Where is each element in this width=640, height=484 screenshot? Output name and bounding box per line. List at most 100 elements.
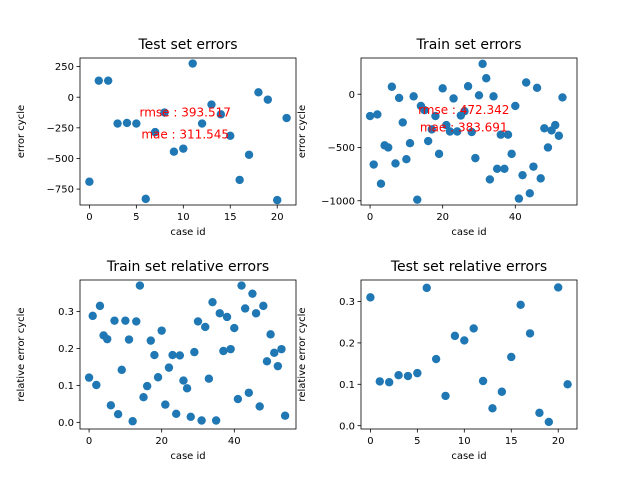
data-point bbox=[503, 130, 513, 139]
data-point bbox=[403, 371, 413, 381]
data-point bbox=[496, 130, 505, 139]
data-point bbox=[445, 127, 455, 136]
data-point bbox=[179, 144, 188, 153]
data-point bbox=[103, 76, 113, 85]
x-tick-label: 15 bbox=[505, 436, 518, 447]
y-tick-label: 0.3 bbox=[339, 297, 355, 308]
data-point bbox=[434, 149, 444, 159]
data-point bbox=[373, 110, 382, 119]
data-point bbox=[521, 78, 531, 87]
data-point bbox=[157, 326, 166, 335]
x-tick-label: 10 bbox=[458, 436, 471, 447]
data-point bbox=[514, 194, 524, 203]
axes-frame bbox=[79, 57, 297, 206]
x-tick-label: 20 bbox=[436, 212, 449, 223]
data-point bbox=[463, 82, 473, 91]
subplot-1: Test set errors 0 5 10 15 20 250 0 −250 −500 −750 c… bbox=[16, 37, 297, 238]
data-point bbox=[273, 195, 282, 205]
data-point bbox=[398, 118, 407, 127]
data-point bbox=[474, 91, 484, 100]
y-tick-label: 0.1 bbox=[58, 381, 74, 392]
data-point bbox=[259, 301, 268, 311]
x-tick-label: 20 bbox=[552, 436, 565, 447]
data-point bbox=[153, 373, 163, 382]
data-point bbox=[179, 376, 188, 385]
x-axis-label: case id bbox=[170, 227, 205, 238]
data-point bbox=[124, 335, 134, 344]
data-point bbox=[197, 416, 206, 425]
data-point bbox=[543, 143, 553, 152]
y-tick-label: −500 bbox=[47, 154, 74, 165]
data-point bbox=[186, 412, 195, 421]
data-point bbox=[375, 377, 384, 386]
data-point bbox=[420, 105, 429, 115]
subplot-3: Train set relative errors 0 20 40 0.0 0.1 0.2 0… bbox=[16, 259, 297, 462]
data-point bbox=[207, 100, 216, 109]
data-point bbox=[529, 162, 538, 171]
data-point bbox=[365, 111, 375, 121]
data-point bbox=[525, 329, 535, 338]
x-axis-label: case id bbox=[451, 227, 486, 238]
y-axis-label: error cycle bbox=[16, 105, 27, 158]
data-point bbox=[94, 76, 103, 85]
data-point bbox=[244, 388, 254, 397]
data-point bbox=[263, 95, 273, 104]
data-point bbox=[222, 312, 232, 322]
data-point bbox=[251, 309, 261, 318]
data-point bbox=[122, 118, 132, 128]
data-point bbox=[85, 177, 94, 186]
data-point bbox=[544, 417, 554, 427]
annotation-text: rmse : 472.342 bbox=[418, 103, 509, 117]
data-point bbox=[190, 347, 199, 357]
data-point bbox=[150, 350, 159, 360]
data-point bbox=[175, 351, 185, 360]
data-point bbox=[208, 297, 217, 307]
y-tick-label: 0 bbox=[349, 90, 355, 101]
x-tick-label: 5 bbox=[133, 212, 139, 223]
y-tick-label: 0.0 bbox=[58, 418, 74, 429]
data-point bbox=[255, 402, 264, 411]
data-point bbox=[554, 283, 563, 292]
data-point bbox=[384, 143, 393, 152]
y-tick-label: 0.2 bbox=[58, 344, 74, 355]
data-point bbox=[482, 74, 491, 83]
data-point bbox=[469, 324, 478, 333]
axes-frame bbox=[79, 279, 297, 430]
data-point bbox=[427, 125, 436, 134]
data-point bbox=[161, 400, 170, 409]
data-point bbox=[500, 164, 509, 173]
data-point bbox=[103, 334, 112, 344]
data-point bbox=[497, 387, 507, 396]
data-point bbox=[422, 283, 431, 293]
y-tick-label: −250 bbox=[47, 123, 74, 134]
data-point bbox=[146, 336, 155, 345]
data-point bbox=[516, 300, 525, 310]
data-point bbox=[405, 139, 415, 148]
data-point bbox=[518, 170, 527, 180]
data-point bbox=[244, 150, 254, 159]
x-tick-label: 40 bbox=[228, 436, 241, 447]
data-point bbox=[172, 409, 181, 419]
y-tick-label: −500 bbox=[328, 143, 355, 154]
data-point bbox=[216, 110, 226, 119]
data-point bbox=[450, 331, 460, 341]
data-point bbox=[441, 391, 450, 401]
data-point bbox=[219, 346, 228, 356]
data-point bbox=[558, 93, 567, 102]
data-point bbox=[188, 59, 197, 68]
subplot-title: Test set relative errors bbox=[390, 259, 547, 275]
y-tick-label: 0.2 bbox=[339, 339, 355, 350]
data-point bbox=[471, 153, 480, 163]
data-point bbox=[84, 373, 94, 382]
data-point bbox=[391, 159, 400, 168]
data-point bbox=[230, 323, 239, 333]
data-point bbox=[211, 416, 221, 425]
data-point bbox=[113, 410, 123, 419]
data-point bbox=[467, 127, 476, 137]
annotation-text: mae : 311.545 bbox=[141, 127, 229, 141]
data-point bbox=[478, 376, 488, 386]
data-point bbox=[197, 119, 207, 128]
data-point bbox=[492, 164, 502, 173]
data-point bbox=[511, 101, 520, 111]
